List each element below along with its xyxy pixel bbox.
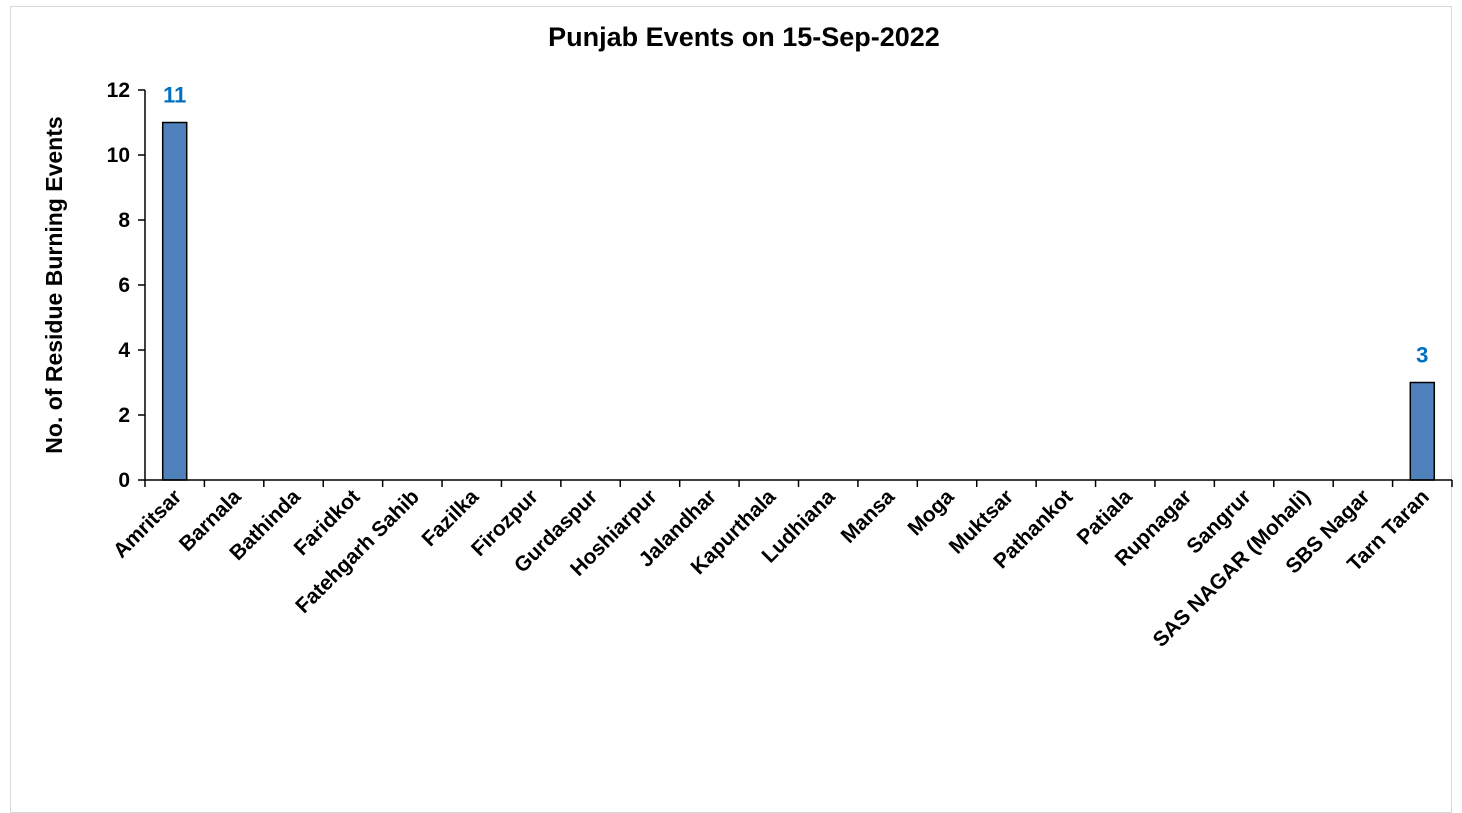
data-label: 3	[1416, 343, 1428, 368]
plot-area: 024681012AmritsarBarnalaBathindaFaridkot…	[107, 79, 1453, 652]
y-tick-label: 6	[118, 274, 130, 297]
bar-amritsar	[161, 121, 188, 481]
y-tick-label: 10	[107, 144, 130, 167]
y-tick-label: 8	[118, 209, 130, 232]
data-label: 11	[163, 83, 186, 108]
chart-frame	[10, 6, 1452, 813]
bar-tarn-taran	[1409, 381, 1436, 481]
chart-title: Punjab Events on 15-Sep-2022	[548, 22, 940, 52]
y-axis-label: No. of Residue Burning Events	[41, 116, 67, 453]
y-tick-label: 2	[118, 404, 130, 427]
y-tick-label: 12	[107, 79, 130, 102]
y-tick-label: 0	[118, 469, 130, 492]
y-tick-label: 4	[118, 339, 130, 362]
